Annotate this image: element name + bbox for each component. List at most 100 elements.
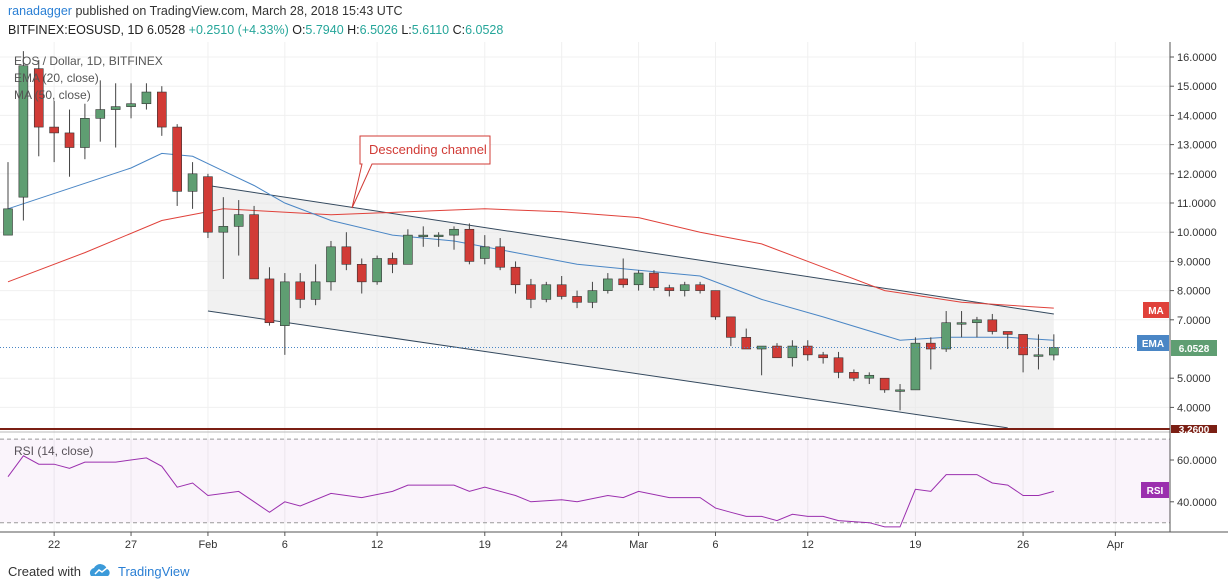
time-tick-label: Apr	[1107, 539, 1124, 551]
candle[interactable]	[187, 162, 198, 209]
price-chart[interactable]: Descending channel EOS / Dollar, 1D, BIT…	[0, 42, 1228, 560]
rsi-axis[interactable]: 60.0000 40.0000	[1170, 455, 1217, 509]
candle[interactable]	[3, 162, 13, 236]
candle[interactable]	[864, 372, 875, 385]
candle[interactable]	[403, 229, 413, 265]
high-label: H:	[347, 23, 360, 37]
time-tick-label: 12	[802, 539, 814, 551]
candle[interactable]	[141, 83, 152, 110]
candle[interactable]	[18, 51, 29, 221]
candle[interactable]	[710, 290, 721, 320]
candle[interactable]	[264, 267, 275, 326]
candle[interactable]	[833, 351, 844, 379]
channel-annotation[interactable]: Descending channel	[351, 135, 491, 209]
candle-body	[910, 342, 921, 391]
open-label: O:	[292, 23, 306, 37]
candle[interactable]	[987, 313, 998, 335]
created-with-text: Created with	[8, 564, 81, 579]
candle[interactable]	[956, 311, 967, 338]
candle[interactable]	[879, 377, 890, 393]
candle-body	[64, 132, 75, 148]
candle[interactable]	[495, 238, 505, 271]
candle[interactable]	[203, 173, 213, 239]
candle[interactable]	[356, 258, 367, 294]
channel-upper-line[interactable]	[207, 184, 1054, 315]
candle[interactable]	[479, 235, 490, 265]
candle[interactable]	[772, 343, 782, 359]
candle[interactable]	[95, 80, 106, 142]
candle[interactable]	[633, 270, 644, 291]
candle-body	[33, 68, 44, 128]
author-link[interactable]: ranadagger	[8, 4, 72, 18]
candle[interactable]	[310, 264, 321, 306]
candle[interactable]	[787, 340, 798, 367]
candle[interactable]	[341, 232, 352, 271]
candle[interactable]	[418, 226, 429, 247]
price-axis[interactable]: 16.0000 15.0000 14.0000 13.0000 12.0000 11.00…	[1170, 52, 1217, 414]
candle[interactable]	[541, 281, 552, 303]
candle[interactable]	[925, 337, 936, 370]
candle[interactable]	[849, 369, 859, 382]
time-axis[interactable]: 22 27 Feb 6 12 19 24 Mar 6 12 19 26 Apr	[48, 532, 1124, 551]
candle[interactable]	[449, 226, 459, 250]
candle[interactable]	[802, 340, 813, 361]
candle[interactable]	[126, 83, 136, 119]
candle[interactable]	[49, 100, 59, 163]
candle[interactable]	[756, 345, 767, 376]
candle[interactable]	[679, 281, 690, 297]
channel-lower-line[interactable]	[207, 310, 1008, 429]
candle-body	[3, 208, 13, 236]
candle[interactable]	[295, 273, 306, 309]
candle[interactable]	[80, 103, 90, 160]
candle-body	[233, 214, 244, 227]
candle[interactable]	[603, 273, 613, 294]
candle[interactable]	[664, 284, 675, 297]
candle[interactable]	[572, 290, 582, 309]
candle[interactable]	[741, 328, 752, 350]
candle-body	[925, 342, 936, 350]
candle[interactable]	[510, 261, 521, 294]
candle[interactable]	[387, 252, 398, 274]
ema-badge-text: EMA	[1142, 339, 1164, 350]
candle[interactable]	[526, 278, 536, 309]
tradingview-cloud-icon	[89, 564, 110, 576]
ma-badge-text: MA	[1148, 306, 1164, 317]
candle[interactable]	[249, 205, 259, 280]
candle[interactable]	[618, 258, 629, 288]
candle[interactable]	[110, 83, 121, 148]
candle[interactable]	[280, 273, 290, 355]
candle-body	[433, 234, 444, 237]
candles	[3, 51, 1059, 411]
rsi-tick-label: 60.0000	[1177, 455, 1217, 467]
candle[interactable]	[233, 200, 244, 256]
candle[interactable]	[695, 281, 705, 294]
candle[interactable]	[818, 351, 828, 364]
candle-body	[495, 246, 505, 268]
candle[interactable]	[64, 109, 75, 177]
candle[interactable]	[649, 270, 659, 291]
candle[interactable]	[157, 86, 167, 136]
candle[interactable]	[33, 59, 44, 157]
candle-body	[772, 345, 782, 359]
candle[interactable]	[910, 337, 921, 391]
candle[interactable]	[972, 316, 982, 338]
candle[interactable]	[433, 232, 444, 247]
candle[interactable]	[372, 255, 382, 285]
candle[interactable]	[218, 197, 229, 279]
tradingview-link[interactable]: TradingView	[118, 564, 190, 579]
candle[interactable]	[941, 311, 951, 352]
candle[interactable]	[1033, 334, 1044, 370]
candle[interactable]	[556, 276, 567, 300]
candle-body	[1049, 347, 1059, 356]
candle[interactable]	[464, 223, 475, 265]
candle-body	[541, 284, 552, 300]
candle[interactable]	[1018, 334, 1028, 373]
candle[interactable]	[326, 240, 336, 291]
candle[interactable]	[587, 281, 598, 309]
price-change: +0.2510 (+4.33%)	[188, 23, 289, 37]
candle[interactable]	[172, 124, 182, 206]
candle[interactable]	[1002, 331, 1013, 349]
candle-body	[587, 290, 598, 303]
candle[interactable]	[726, 316, 736, 347]
candle[interactable]	[895, 384, 905, 411]
